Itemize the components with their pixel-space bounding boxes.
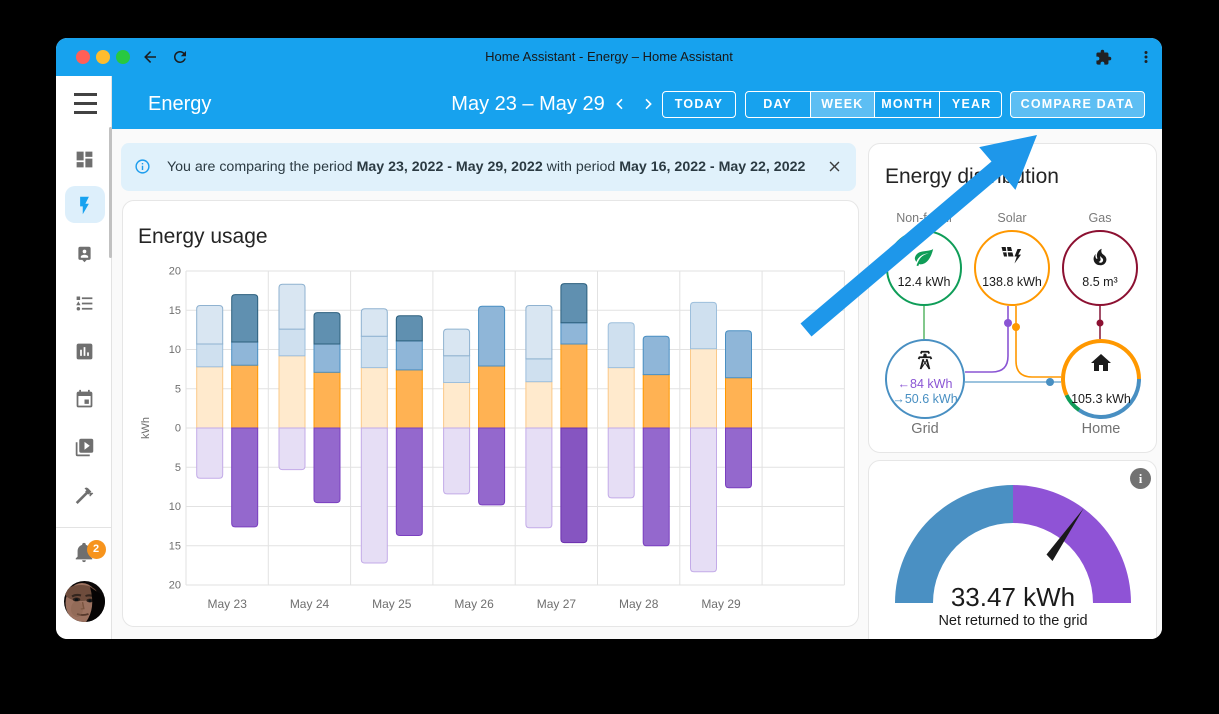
svg-text:33.47 kWh: 33.47 kWh xyxy=(951,582,1075,612)
svg-text:kWh: kWh xyxy=(140,417,152,439)
svg-text:20: 20 xyxy=(169,266,181,278)
svg-text:8.5 m³: 8.5 m³ xyxy=(1082,275,1117,289)
svg-text:138.8 kWh: 138.8 kWh xyxy=(982,275,1042,289)
svg-text:0: 0 xyxy=(175,423,181,435)
svg-text:May 28: May 28 xyxy=(619,597,659,611)
svg-text:15: 15 xyxy=(169,305,181,317)
svg-text:10: 10 xyxy=(169,501,181,513)
svg-text:15: 15 xyxy=(169,540,181,552)
svg-text:105.3 kWh: 105.3 kWh xyxy=(1071,392,1131,406)
svg-text:12.4 kWh: 12.4 kWh xyxy=(898,275,951,289)
svg-text:5: 5 xyxy=(175,383,181,395)
svg-text:5: 5 xyxy=(175,462,181,474)
svg-text:→50.6 kWh: →50.6 kWh xyxy=(892,392,957,406)
svg-text:Solar: Solar xyxy=(997,211,1026,225)
svg-text:May 25: May 25 xyxy=(372,597,412,611)
svg-text:Non-fossil: Non-fossil xyxy=(896,211,952,225)
svg-text:10: 10 xyxy=(169,344,181,356)
svg-text:Gas: Gas xyxy=(1089,211,1112,225)
svg-text:Home: Home xyxy=(1082,421,1121,437)
svg-text:May 26: May 26 xyxy=(454,597,494,611)
svg-text:20: 20 xyxy=(169,580,181,592)
svg-text:←84 kWh: ←84 kWh xyxy=(898,377,953,391)
svg-text:May 24: May 24 xyxy=(290,597,330,611)
svg-text:May 29: May 29 xyxy=(701,597,741,611)
svg-text:May 27: May 27 xyxy=(537,597,577,611)
svg-text:Grid: Grid xyxy=(911,421,938,437)
svg-text:May 23: May 23 xyxy=(208,597,248,611)
svg-text:Net returned to the grid: Net returned to the grid xyxy=(938,613,1087,629)
